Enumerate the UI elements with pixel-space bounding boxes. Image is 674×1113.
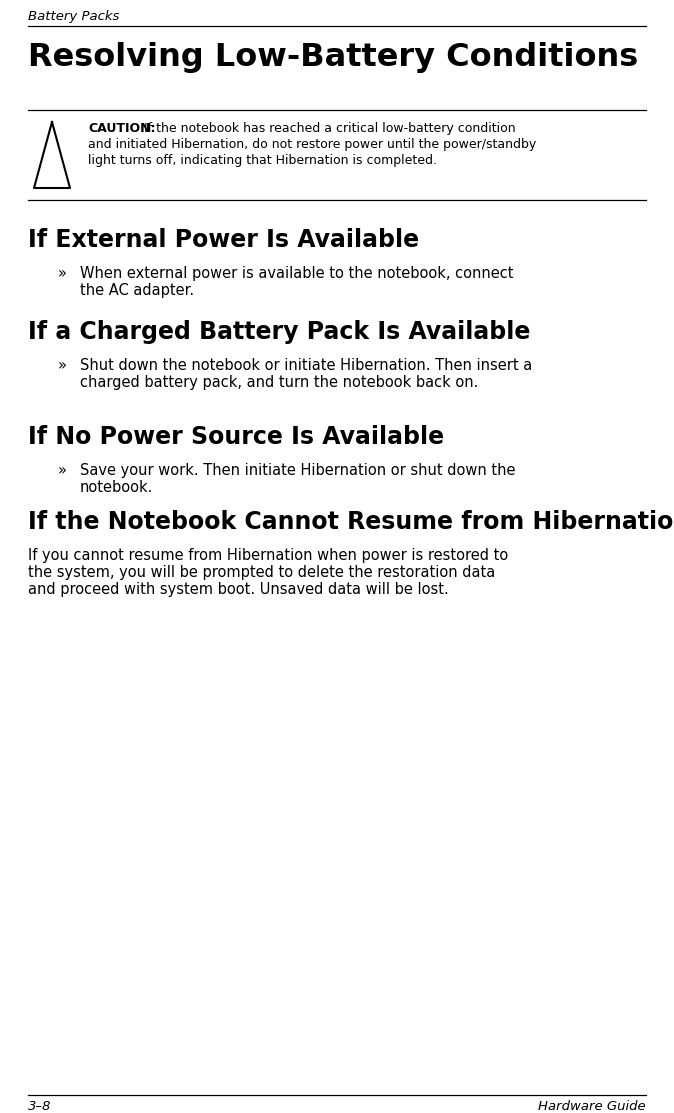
Text: If you cannot resume from Hibernation when power is restored to: If you cannot resume from Hibernation wh…: [28, 548, 508, 563]
Text: charged battery pack, and turn the notebook back on.: charged battery pack, and turn the noteb…: [80, 375, 479, 390]
Text: If the Notebook Cannot Resume from Hibernation: If the Notebook Cannot Resume from Hiber…: [28, 510, 674, 534]
Text: If External Power Is Available: If External Power Is Available: [28, 228, 419, 252]
Text: Resolving Low-Battery Conditions: Resolving Low-Battery Conditions: [28, 42, 638, 73]
Text: When external power is available to the notebook, connect: When external power is available to the …: [80, 266, 514, 280]
Text: 3–8: 3–8: [28, 1100, 51, 1113]
Text: and initiated Hibernation, do not restore power until the power/standby: and initiated Hibernation, do not restor…: [88, 138, 537, 151]
Text: »: »: [58, 358, 67, 373]
Text: If a Charged Battery Pack Is Available: If a Charged Battery Pack Is Available: [28, 321, 530, 344]
Text: light turns off, indicating that Hibernation is completed.: light turns off, indicating that Hiberna…: [88, 154, 437, 167]
Text: Shut down the notebook or initiate Hibernation. Then insert a: Shut down the notebook or initiate Hiber…: [80, 358, 532, 373]
Text: Save your work. Then initiate Hibernation or shut down the: Save your work. Then initiate Hibernatio…: [80, 463, 516, 477]
Text: If the notebook has reached a critical low-battery condition: If the notebook has reached a critical l…: [140, 122, 516, 135]
Text: Battery Packs: Battery Packs: [28, 10, 119, 23]
Text: »: »: [58, 463, 67, 477]
Text: Hardware Guide: Hardware Guide: [539, 1100, 646, 1113]
Text: the system, you will be prompted to delete the restoration data: the system, you will be prompted to dele…: [28, 565, 495, 580]
Text: CAUTION:: CAUTION:: [88, 122, 156, 135]
Text: and proceed with system boot. Unsaved data will be lost.: and proceed with system boot. Unsaved da…: [28, 582, 449, 597]
Text: the AC adapter.: the AC adapter.: [80, 283, 194, 298]
Text: If No Power Source Is Available: If No Power Source Is Available: [28, 425, 444, 449]
Text: notebook.: notebook.: [80, 480, 154, 495]
Text: »: »: [58, 266, 67, 280]
